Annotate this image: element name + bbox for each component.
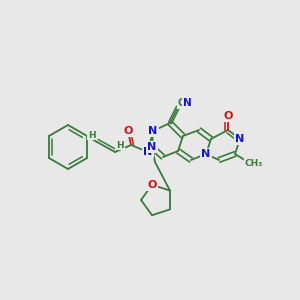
Text: O: O xyxy=(147,180,157,190)
Text: N: N xyxy=(236,134,244,144)
Text: C: C xyxy=(177,98,184,108)
Text: N: N xyxy=(201,149,211,159)
Text: CH₃: CH₃ xyxy=(245,158,263,167)
Text: O: O xyxy=(123,126,133,136)
Text: H: H xyxy=(88,130,96,140)
Text: H: H xyxy=(116,140,124,149)
Text: N: N xyxy=(148,126,158,136)
Text: N: N xyxy=(143,147,153,157)
Text: N: N xyxy=(147,142,157,152)
Text: N: N xyxy=(183,98,191,108)
Text: O: O xyxy=(223,111,233,121)
